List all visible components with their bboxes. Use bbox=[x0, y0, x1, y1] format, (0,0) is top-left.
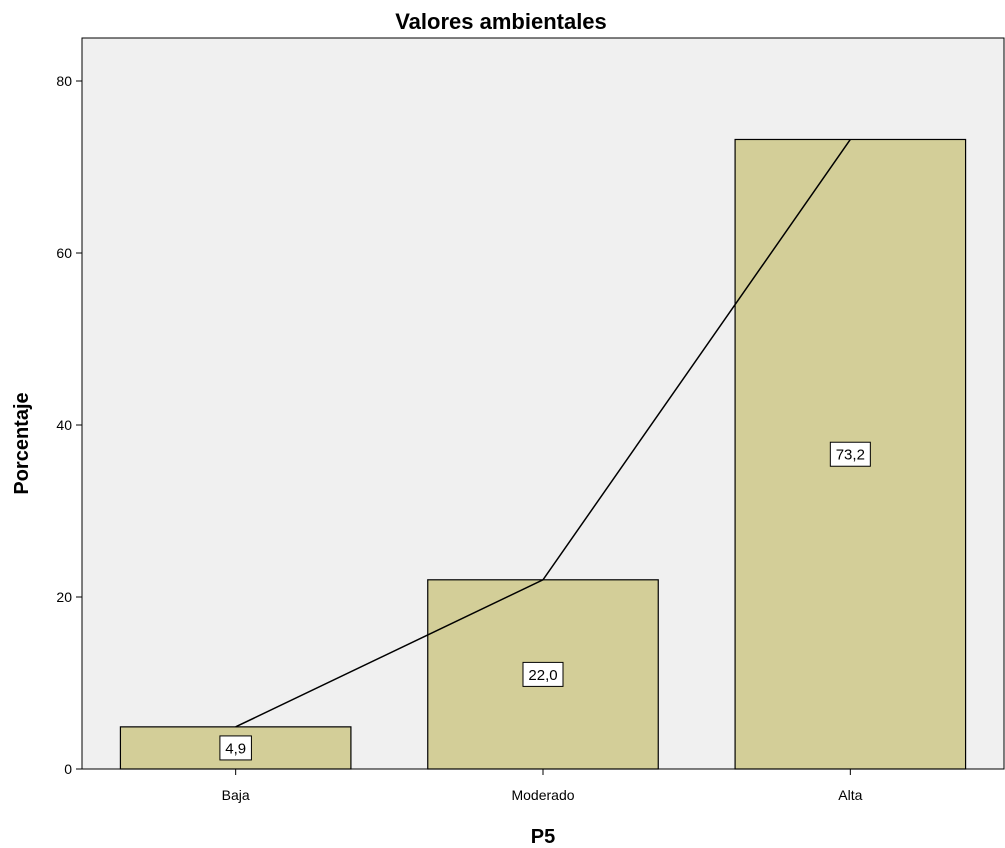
y-tick-label: 40 bbox=[56, 417, 72, 433]
chart-title: Valores ambientales bbox=[395, 9, 607, 34]
y-axis-label: Porcentaje bbox=[11, 392, 33, 494]
data-label-box bbox=[829, 441, 871, 467]
y-tick-label: 60 bbox=[56, 245, 72, 261]
y-tick-label: 80 bbox=[56, 73, 72, 89]
data-labels-layer: 4,9 22,0 73,2 bbox=[219, 441, 871, 761]
x-axis-label: P5 bbox=[531, 826, 555, 848]
data-label-box bbox=[522, 661, 564, 687]
data-label: 4,9 bbox=[225, 740, 246, 757]
x-tick-label: Moderado bbox=[511, 787, 574, 803]
x-tick-label: Baja bbox=[222, 787, 250, 803]
data-label: 22,0 bbox=[528, 667, 557, 684]
series-line bbox=[235, 139, 851, 728]
line-layer bbox=[235, 139, 851, 728]
x-tick-label: Alta bbox=[838, 787, 862, 803]
data-label: 73,2 bbox=[836, 447, 865, 464]
data-label-box bbox=[219, 735, 252, 761]
y-tick-label: 20 bbox=[56, 589, 72, 605]
y-tick-label: 0 bbox=[64, 761, 72, 777]
axes-layer: 0 20 40 60 80 Baja Moderado Alta bbox=[56, 73, 862, 803]
